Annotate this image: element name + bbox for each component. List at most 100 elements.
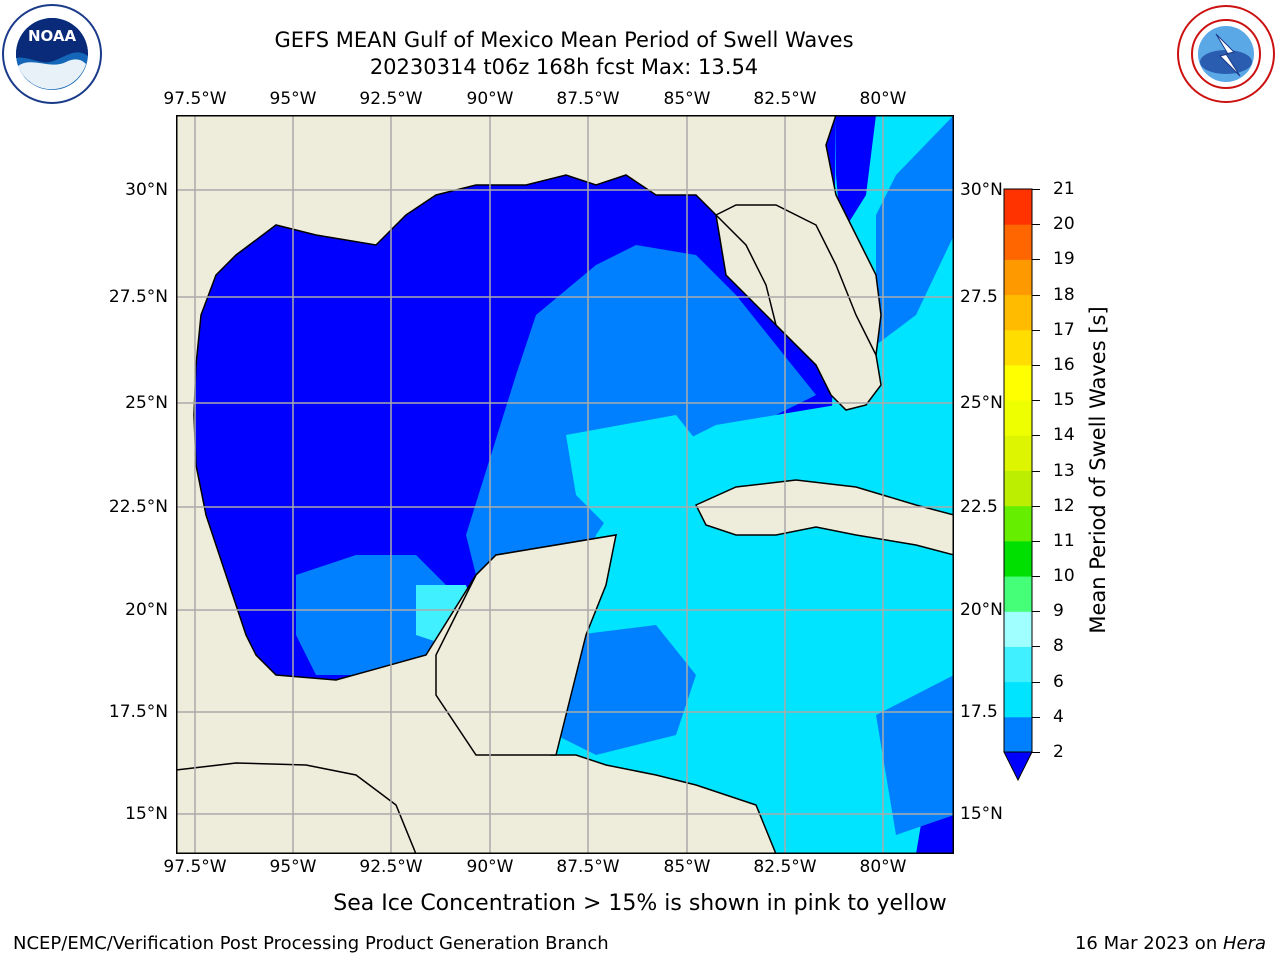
colorbar-tick-mark	[1032, 329, 1040, 331]
colorbar-segment	[1004, 224, 1032, 260]
footer-left: NCEP/EMC/Verification Post Processing Pr…	[13, 933, 609, 954]
footer-date: 16 Mar 2023 on	[1074, 933, 1223, 954]
lat-tick-right: 20°N	[960, 600, 1003, 620]
colorbar-tick-label: 13	[1053, 460, 1075, 481]
caribbean-mid-band	[876, 675, 954, 835]
colorbar-tick-mark	[1032, 364, 1040, 366]
lon-tick-top: 85°W	[663, 89, 711, 109]
atlantic-deep-band	[836, 115, 876, 235]
lon-tick-bottom: 80°W	[859, 857, 907, 877]
colorbar-segment	[1004, 259, 1032, 296]
lat-tick-right: 22.5	[960, 497, 998, 517]
colorbar-tick-label: 11	[1053, 530, 1075, 551]
colorbar-segment	[1004, 611, 1032, 647]
colorbar-tick-label: 20	[1053, 214, 1075, 235]
colorbar-segment	[1004, 470, 1032, 507]
colorbar-tick-label: 8	[1053, 636, 1064, 657]
lat-lon-grid	[176, 115, 954, 854]
colorbar-tick-label: 18	[1053, 284, 1075, 305]
colorbar-tick-label: 17	[1053, 319, 1075, 340]
colorbar-tick-mark	[1032, 435, 1040, 437]
colorbar-tick-label: 9	[1053, 601, 1064, 622]
colorbar-tick-mark	[1032, 400, 1040, 402]
colorbar-tick-mark	[1032, 259, 1040, 261]
lon-tick-top: 92.5°W	[359, 89, 423, 109]
footer-machine: Hera	[1222, 933, 1266, 954]
colorbar-tick-label: 21	[1053, 179, 1075, 199]
map-frame	[176, 115, 954, 854]
sea-ice-note: Sea Ice Concentration > 15% is shown in …	[333, 891, 947, 916]
colorbar-segment	[1004, 505, 1032, 542]
lat-tick-left: 17.5°N	[108, 702, 168, 722]
central-america-land	[176, 762, 417, 854]
lon-tick-top: 87.5°W	[556, 89, 620, 109]
colorbar-tick-mark	[1032, 611, 1040, 613]
colorbar-tick-mark	[1032, 294, 1040, 296]
colorbar-tick-label: 14	[1053, 425, 1075, 446]
colorbar-segment	[1004, 294, 1032, 331]
colorbar-tick-mark	[1032, 224, 1040, 226]
colorbar-segment	[1004, 576, 1032, 612]
colorbar-title: Mean Period of Swell Waves [s]	[1086, 306, 1110, 634]
colorbar-tick-mark	[1032, 576, 1040, 578]
colorbar-tick-mark	[1032, 470, 1040, 472]
colorbar-segment	[1004, 189, 1032, 225]
lat-tick-right: 30°N	[960, 180, 1003, 200]
lon-tick-bottom: 97.5°W	[163, 857, 227, 877]
lon-tick-top: 95°W	[269, 89, 317, 109]
noaa-logo: NOAA	[2, 4, 102, 104]
colorbar-extend-arrow	[1003, 751, 1033, 782]
florida-land	[714, 204, 882, 411]
lon-tick-top: 90°W	[466, 89, 514, 109]
colorbar	[1003, 188, 1033, 782]
yucatan-land	[435, 534, 617, 756]
colorbar-tick-label: 15	[1053, 390, 1075, 411]
lat-tick-left: 15°N	[125, 804, 168, 824]
lat-tick-left: 22.5°N	[108, 497, 168, 517]
lon-tick-bottom: 95°W	[269, 857, 317, 877]
map-title: GEFS MEAN Gulf of Mexico Mean Period of …	[274, 28, 854, 52]
colorbar-segment	[1004, 400, 1032, 436]
lon-tick-top: 97.5°W	[163, 89, 227, 109]
footer-right: 16 Mar 2023 on Hera	[1075, 933, 1266, 954]
lon-tick-bottom: 82.5°W	[753, 857, 817, 877]
cuba-land	[694, 479, 954, 556]
colorbar-tick-label: 12	[1053, 495, 1075, 516]
colorbar-segment	[1004, 364, 1032, 401]
lat-tick-left: 25°N	[125, 393, 168, 413]
lat-tick-left: 30°N	[125, 180, 168, 200]
colorbar-segment	[1004, 716, 1032, 753]
lon-tick-bottom: 90°W	[466, 857, 514, 877]
map-panel	[176, 115, 954, 854]
lat-tick-right: 15°N	[960, 804, 1003, 824]
map-subtitle: 20230314 t06z 168h fcst Max: 13.54	[369, 55, 759, 79]
colorbar-tick-label: 10	[1053, 566, 1075, 587]
colorbar-tick-mark	[1032, 505, 1040, 507]
colorbar-tick-mark	[1032, 752, 1040, 753]
colorbar-tick-mark	[1032, 189, 1040, 190]
nws-logo	[1177, 5, 1275, 103]
colorbar-segment	[1004, 540, 1032, 577]
lon-tick-bottom: 92.5°W	[359, 857, 423, 877]
colorbar-tick-mark	[1032, 681, 1040, 683]
honduras-gulf-zone	[556, 625, 696, 755]
colorbar-tick-label: 4	[1053, 706, 1064, 727]
colorbar-segment	[1004, 646, 1032, 683]
lat-tick-right: 27.5	[960, 287, 998, 307]
colorbar-segment	[1004, 329, 1032, 366]
lon-tick-top: 80°W	[859, 89, 907, 109]
colorbar-tick-mark	[1032, 540, 1040, 542]
lon-tick-top: 82.5°W	[753, 89, 817, 109]
colorbar-tick-label: 2	[1053, 742, 1064, 762]
lat-tick-left: 27.5°N	[108, 287, 168, 307]
lat-tick-left: 20°N	[125, 600, 168, 620]
lon-tick-bottom: 87.5°W	[556, 857, 620, 877]
colorbar-tick-label: 16	[1053, 354, 1075, 375]
lon-tick-bottom: 85°W	[663, 857, 711, 877]
colorbar-segment	[1004, 681, 1032, 718]
colorbar-segment	[1004, 435, 1032, 471]
atlantic-blue-band	[876, 115, 954, 345]
colorbar-tick-label: 6	[1053, 671, 1064, 692]
lat-tick-right: 25°N	[960, 393, 1003, 413]
noaa-logo-text: NOAA	[28, 27, 77, 45]
